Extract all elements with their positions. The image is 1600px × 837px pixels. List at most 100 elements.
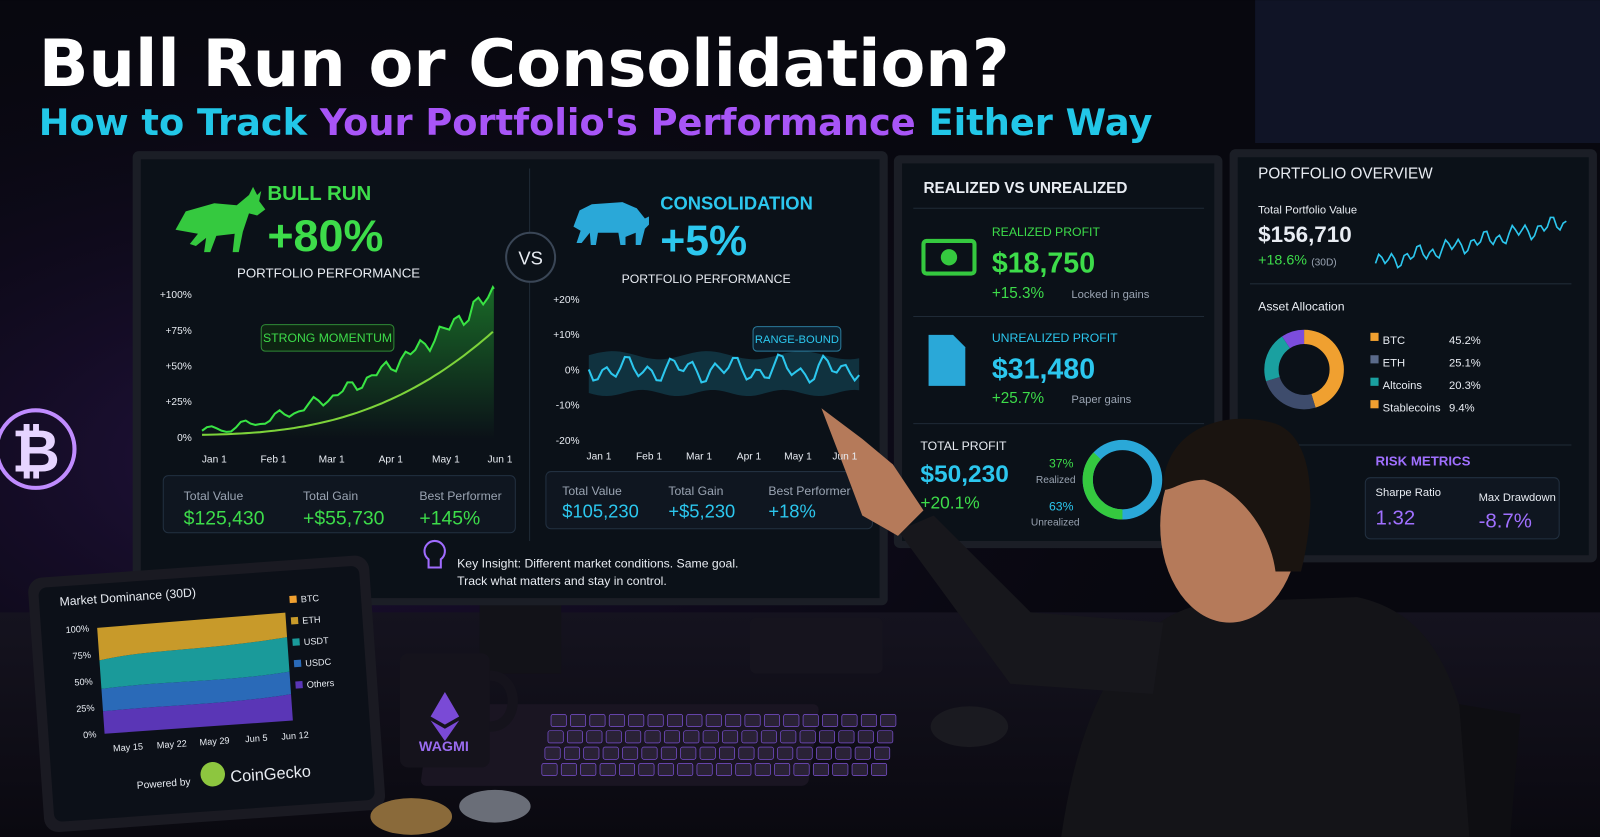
xticks: Jan 1 bbox=[202, 454, 227, 465]
xticks: Jun 12 bbox=[281, 730, 309, 742]
pct: 63% bbox=[1049, 499, 1074, 513]
label: Realized bbox=[1036, 475, 1076, 486]
mug: WAGMI bbox=[419, 739, 469, 755]
change: +15.3% bbox=[992, 285, 1045, 302]
insight: Key Insight: Different market conditions… bbox=[457, 556, 738, 570]
cash-icon bbox=[940, 249, 958, 266]
lightbulb-icon bbox=[423, 539, 446, 569]
legend: BTC bbox=[300, 593, 319, 604]
key bbox=[696, 763, 713, 776]
note: Paper gains bbox=[1071, 394, 1131, 406]
yticks: 0% bbox=[565, 366, 580, 377]
key bbox=[625, 730, 642, 744]
yticks: +100% bbox=[160, 290, 192, 301]
key bbox=[644, 730, 661, 744]
subtitle: How to Track Your Portfolio's Performanc… bbox=[39, 101, 1153, 144]
label: Total Gain bbox=[668, 484, 723, 498]
value: +$55,730 bbox=[303, 508, 385, 530]
person-arm bbox=[897, 515, 1164, 695]
key bbox=[722, 730, 739, 744]
stats-box bbox=[162, 475, 516, 534]
annotation: STRONG MOMENTUM bbox=[263, 331, 392, 345]
name: ETH bbox=[1383, 357, 1405, 369]
risk-title: RISK METRICS bbox=[1376, 453, 1471, 468]
key bbox=[583, 746, 600, 760]
key bbox=[783, 714, 800, 727]
annotation-box bbox=[752, 326, 842, 352]
bitcoin-sign bbox=[0, 408, 77, 490]
label: TOTAL PROFIT bbox=[920, 439, 1007, 453]
xticks: Jun 5 bbox=[245, 733, 268, 745]
sparkline bbox=[1374, 216, 1567, 269]
key bbox=[822, 714, 839, 727]
key bbox=[628, 714, 645, 727]
yticks: +75% bbox=[165, 326, 191, 337]
bitcoin-symbol: ₿ bbox=[12, 418, 60, 485]
key bbox=[880, 714, 897, 727]
yticks: 100% bbox=[65, 623, 89, 635]
change: +20.1% bbox=[920, 492, 979, 512]
donut-segment bbox=[1264, 329, 1344, 410]
bull-chart-line bbox=[201, 284, 495, 433]
person-body bbox=[1061, 597, 1480, 837]
key bbox=[599, 763, 616, 776]
risk-box bbox=[1364, 477, 1560, 540]
monitor-stand bbox=[479, 602, 562, 674]
key bbox=[683, 730, 700, 744]
xticks: May 29 bbox=[199, 735, 230, 747]
legend: Others bbox=[306, 678, 335, 690]
annotation-box bbox=[260, 324, 395, 352]
key bbox=[735, 763, 752, 776]
label: Unrealized bbox=[1031, 518, 1080, 529]
document-icon bbox=[928, 334, 966, 386]
bull-chart-line bbox=[202, 331, 494, 436]
key bbox=[838, 730, 855, 744]
key bbox=[680, 746, 697, 760]
value: $125,430 bbox=[184, 508, 265, 530]
title: Bull Run or Consolidation? bbox=[39, 26, 1010, 102]
change: +80% bbox=[267, 210, 383, 261]
bull-chart-fill bbox=[202, 287, 494, 439]
label: Sharpe Ratio bbox=[1376, 487, 1441, 499]
key bbox=[738, 746, 755, 760]
key bbox=[871, 763, 888, 776]
subtitle-part: Your Portfolio's Performance bbox=[319, 101, 916, 144]
person-hair bbox=[1163, 418, 1311, 572]
xticks: Jun 1 bbox=[832, 451, 857, 462]
key bbox=[774, 763, 791, 776]
label: Total Value bbox=[562, 484, 622, 498]
label: UNREALIZED PROFIT bbox=[992, 331, 1118, 345]
chair bbox=[1459, 704, 1521, 837]
label: CONSOLIDATION bbox=[660, 192, 813, 213]
xticks: Jan 1 bbox=[587, 451, 612, 462]
note: Locked in gains bbox=[1071, 289, 1149, 301]
mug-handle bbox=[489, 670, 518, 732]
key bbox=[608, 714, 625, 727]
xticks: Mar 1 bbox=[319, 454, 345, 465]
value: +18% bbox=[768, 500, 815, 521]
value: $18,750 bbox=[992, 248, 1095, 280]
value: 1.32 bbox=[1376, 508, 1416, 530]
value: +145% bbox=[419, 508, 480, 530]
name: BTC bbox=[1383, 335, 1405, 347]
key bbox=[605, 730, 622, 744]
key bbox=[777, 746, 794, 760]
key bbox=[547, 730, 564, 744]
legend: ETH bbox=[302, 614, 321, 625]
legend: USDT bbox=[303, 635, 329, 647]
value: +$5,230 bbox=[668, 500, 735, 521]
key bbox=[550, 714, 567, 727]
legend-swatch bbox=[295, 680, 303, 689]
yticks: 0% bbox=[83, 729, 97, 740]
label: BULL RUN bbox=[267, 183, 371, 205]
total-value: $156,710 bbox=[1258, 222, 1352, 247]
key bbox=[835, 746, 852, 760]
key bbox=[796, 746, 813, 760]
pct: 45.2% bbox=[1449, 335, 1481, 347]
yticks: +50% bbox=[165, 362, 191, 373]
consolidation-chart-line bbox=[587, 353, 860, 384]
key bbox=[802, 714, 819, 727]
xticks: Mar 1 bbox=[686, 451, 712, 462]
pct: 25.1% bbox=[1449, 357, 1481, 369]
value: $105,230 bbox=[562, 500, 639, 521]
